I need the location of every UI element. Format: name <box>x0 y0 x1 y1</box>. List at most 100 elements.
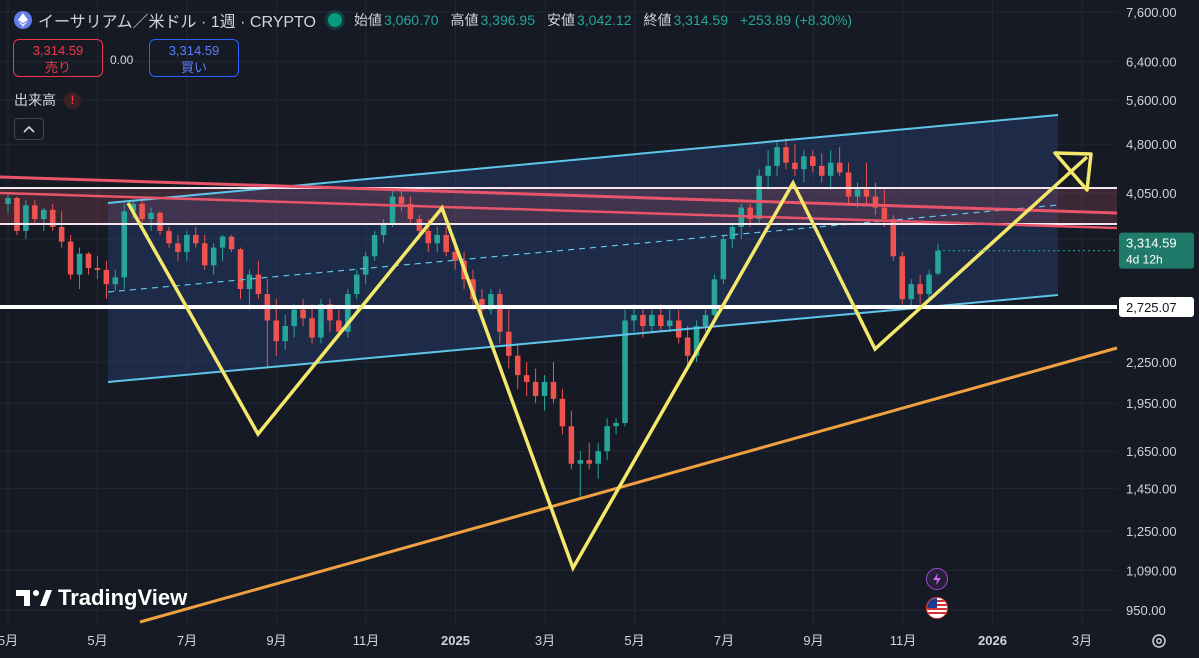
candle-body <box>157 212 163 231</box>
candle-body <box>747 207 753 220</box>
candle-body <box>23 205 29 231</box>
candle-body <box>300 309 306 319</box>
candle-body <box>854 189 861 197</box>
warning-icon[interactable]: ! <box>64 91 81 109</box>
candle-body <box>863 189 870 197</box>
tradingview-logo: TradingView <box>16 585 187 611</box>
candle-body <box>353 274 360 295</box>
y-tick-label: 7,600.00 <box>1126 5 1177 20</box>
channel-mid-line <box>107 204 1059 293</box>
candle-body <box>166 230 172 244</box>
candle-body <box>32 205 38 220</box>
resistance-zone <box>0 188 1117 224</box>
collapse-indicators-button[interactable] <box>14 118 44 140</box>
candle-body <box>497 294 503 332</box>
candle-body <box>67 241 74 275</box>
projection-arrowhead <box>1053 151 1093 192</box>
candle-body <box>827 162 834 176</box>
symbol-header: イーサリアム／米ドル · 1週 · CRYPTO 始値 3,060.70 高値 3,… <box>14 9 852 31</box>
buy-label: 買い <box>180 60 207 75</box>
candle-body <box>184 234 190 252</box>
y-tick-label: 1,450.00 <box>1126 481 1177 496</box>
buy-price: 3,314.59 <box>168 43 220 58</box>
buy-button[interactable]: 3,314.59 買い <box>149 39 239 77</box>
settings-gear-icon[interactable] <box>1149 631 1169 651</box>
candle-body <box>559 398 566 427</box>
candle-body <box>380 222 387 235</box>
volume-indicator[interactable]: 出来高 ! <box>14 90 81 110</box>
candle-body <box>792 162 798 170</box>
current-price-badge <box>1119 232 1194 269</box>
sell-price: 3,314.59 <box>32 43 84 58</box>
candle-body <box>273 320 280 342</box>
x-tick-label: 9月 <box>803 633 823 648</box>
candle-body <box>398 196 405 204</box>
x-tick-label: 7月 <box>177 633 197 648</box>
candle-body <box>488 294 494 310</box>
y-tick-label: 1,250.00 <box>1126 524 1177 539</box>
support-price-label: 2,725.07 <box>1126 300 1177 315</box>
candle-body <box>729 226 736 240</box>
candle-body <box>443 234 449 252</box>
y-tick-label: 1,090.00 <box>1126 563 1177 578</box>
x-tick-label: 3月 <box>1072 633 1092 648</box>
candle-body <box>49 209 56 227</box>
candle-body <box>94 268 101 270</box>
candle-body <box>836 162 843 173</box>
ohlc-high: 高値 3,396.95 <box>450 12 536 28</box>
candle-body <box>193 234 199 244</box>
resistance-line-lower <box>0 191 1118 230</box>
x-tick-label: 2026 <box>978 633 1007 648</box>
price-axis[interactable]: 7,600.00 6,400.00 5,600.00 4,800.00 4,050.00… <box>1119 5 1194 618</box>
candle-body <box>541 381 548 396</box>
time-axis[interactable]: 5月 5月 7月 9月 11月 2025 3月 5月 7月 9月 11月 2026 3月 <box>0 633 1092 648</box>
candle-body <box>640 314 646 327</box>
sell-button[interactable]: 3,314.59 売り <box>13 39 103 77</box>
x-tick-label: 11月 <box>890 633 917 648</box>
channel-lower-line <box>107 294 1059 383</box>
candle-body <box>452 251 458 261</box>
tradingview-logo-icon <box>16 590 52 606</box>
candle-body <box>810 156 816 166</box>
spread-value: 0.00 <box>110 53 134 67</box>
candle-body <box>318 304 324 338</box>
candle-body <box>291 309 297 327</box>
y-tick-label: 1,950.00 <box>1126 396 1177 411</box>
candle-body <box>201 243 208 266</box>
candle-body <box>693 326 700 356</box>
ohlc-low: 安値 3,042.12 <box>547 12 632 28</box>
candle-body <box>327 304 333 321</box>
candle-body <box>801 156 807 170</box>
bar-countdown-label: 4d 12h <box>1126 253 1163 267</box>
us-flag-icon[interactable] <box>926 597 948 619</box>
candle-body <box>112 277 119 285</box>
candle-body <box>514 355 521 376</box>
candle-body <box>246 274 253 290</box>
candle-body <box>434 234 441 244</box>
tradingview-brand-name: TradingView <box>58 585 188 610</box>
y-tick-label: 1,650.00 <box>1126 444 1177 459</box>
current-price-label: 3,314.59 <box>1126 236 1177 251</box>
candle-body <box>40 209 47 220</box>
drawings-over <box>0 114 1118 624</box>
candle-body <box>362 256 369 275</box>
long-term-trendline <box>139 346 1118 624</box>
y-tick-label: 4,800.00 <box>1126 137 1177 152</box>
candle-body <box>228 236 235 250</box>
symbol-title[interactable]: イーサリアム／米ドル · 1週 · CRYPTO <box>38 14 316 31</box>
candle-body <box>371 234 378 257</box>
candle-body <box>783 147 789 163</box>
candle-body <box>219 236 226 248</box>
candle-body <box>5 198 11 204</box>
candle-body <box>237 249 244 290</box>
lightning-icon[interactable] <box>926 568 948 590</box>
resistance-line-upper <box>0 175 1118 215</box>
candle-body <box>604 426 610 452</box>
x-tick-label: 2025 <box>441 633 470 648</box>
candle-body <box>282 326 288 342</box>
candle-body <box>550 381 557 399</box>
candle-body <box>711 279 718 315</box>
candle-body <box>613 423 619 427</box>
candle-body <box>917 284 923 295</box>
